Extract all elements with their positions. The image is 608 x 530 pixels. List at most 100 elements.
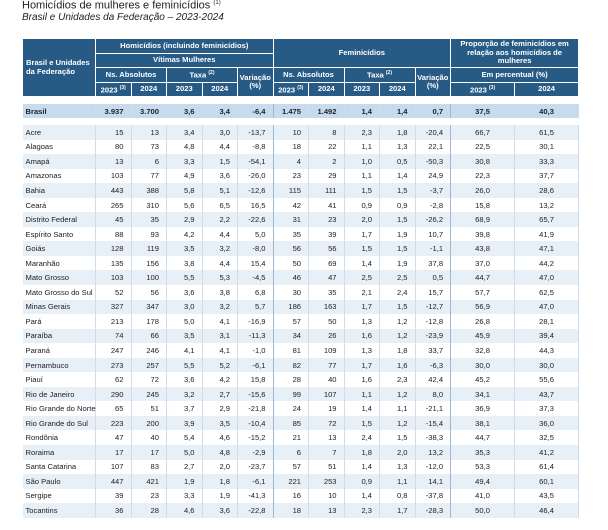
- cell: -38,3: [415, 430, 452, 446]
- table-row: Amazonas 103 77 4,9 3,6 -26,0 23 29 1,1 1,4 24,9 22…: [22, 168, 580, 184]
- cell: -23,9: [415, 328, 452, 344]
- cell: 17: [131, 445, 167, 460]
- cell: 30,0: [450, 357, 516, 373]
- header-text: Ns. Absolutos: [283, 69, 334, 79]
- cell: 18: [273, 503, 310, 518]
- table-row: Goiás 128 119 3,5 3,2 -8,0 56 56 1,5 1,5 -1,1 43,8 4…: [22, 241, 580, 256]
- cell: 33,7: [415, 343, 452, 358]
- row-label: Rio de Janeiro: [22, 386, 96, 402]
- header-cell: 2023: [166, 81, 203, 97]
- cell: 35: [273, 226, 310, 242]
- header-cell: 2024: [379, 81, 416, 97]
- cell: 5,0: [237, 226, 274, 242]
- cell: -11,3: [237, 328, 274, 344]
- header-text: Ns. Absolutos: [105, 69, 157, 79]
- cell: -8,8: [237, 139, 274, 155]
- cell: 51: [131, 401, 167, 416]
- header-cell: Variação (%): [414, 67, 452, 97]
- table-row: Sergipe 39 23 3,3 1,9 -41,3 16 10 1,4 0,8 -37,8 41,…: [22, 488, 580, 504]
- cell: 14,1: [415, 474, 452, 489]
- cell: 35: [131, 212, 167, 227]
- cell: 77: [308, 357, 345, 373]
- cell: 1,1: [379, 401, 416, 416]
- cell: 1,3: [379, 459, 416, 475]
- cell: 1,8: [202, 474, 238, 489]
- cell: 52: [95, 285, 132, 300]
- cell: 53,3: [450, 459, 516, 475]
- cell: 30: [273, 285, 310, 300]
- cell: 5,1: [202, 183, 238, 198]
- row-label: Alagoas: [22, 139, 96, 155]
- cell: 5,4: [166, 430, 203, 446]
- cell: 47: [95, 430, 132, 446]
- cell: -41,3: [237, 488, 274, 504]
- cell: 1,7: [344, 299, 381, 315]
- cell: 273: [95, 357, 132, 373]
- cell: 3,8: [202, 285, 238, 300]
- cell: 18: [273, 139, 310, 155]
- header-note: (3): [119, 84, 126, 91]
- cell: 34,1: [450, 386, 516, 402]
- cell: 178: [131, 314, 167, 329]
- header-cell: Feminicídios: [272, 38, 452, 68]
- cell: 421: [131, 474, 167, 489]
- header-text: 2024: [317, 84, 335, 93]
- cell: 109: [308, 343, 345, 358]
- cell: 66: [131, 328, 167, 344]
- cell: -2,8: [415, 197, 452, 213]
- cell: 3,6: [202, 503, 238, 518]
- cell: 36,9: [450, 401, 516, 416]
- cell: 1,3: [344, 314, 381, 329]
- cell: 1,4: [344, 104, 381, 118]
- cell: 80: [95, 139, 132, 155]
- table-row: Piauí 62 72 3,6 4,2 15,8 28 40 1,6 2,3 42,4 45,2 55,…: [22, 372, 580, 387]
- cell: 1,4: [344, 459, 381, 475]
- cell: 327: [95, 299, 132, 315]
- cell: -12,6: [237, 183, 274, 198]
- cell: 3,1: [202, 328, 238, 344]
- cell: 23: [131, 488, 167, 504]
- cell: 213: [95, 314, 132, 329]
- cell: 4,6: [202, 430, 238, 446]
- cell: 37,3: [514, 401, 580, 416]
- cell: 56: [131, 285, 167, 300]
- cell: 1,4: [379, 104, 416, 118]
- title-note: (1): [213, 0, 221, 6]
- header-note: (2): [385, 70, 393, 77]
- cell: 19: [308, 401, 345, 416]
- cell: 2,0: [202, 459, 238, 475]
- cell: 32,5: [514, 430, 580, 446]
- cell: 3,3: [166, 488, 203, 504]
- cell: 1,3: [344, 343, 381, 358]
- cell: 44,2: [514, 255, 580, 271]
- cell: 66,7: [450, 125, 516, 140]
- cell: 1,9: [379, 226, 416, 242]
- header-cell: 2024: [201, 81, 238, 97]
- cell: 23: [308, 212, 345, 227]
- cell: 28,1: [514, 314, 580, 329]
- header-text: Taxa: [189, 70, 207, 80]
- cell: 1,7: [379, 503, 416, 518]
- cell: -21,8: [237, 401, 274, 416]
- cell: 93: [131, 226, 167, 242]
- cell: 15: [95, 125, 132, 140]
- cell: 4,1: [202, 314, 238, 329]
- cell: 38,1: [450, 415, 516, 431]
- row-label: Amapá: [22, 154, 96, 169]
- cell: 2,3: [344, 125, 381, 140]
- cell: 1,4: [379, 168, 416, 184]
- cell: 30,8: [450, 154, 516, 169]
- row-label: Distrito Federal: [22, 212, 96, 227]
- header-text: Variação (%): [239, 72, 271, 90]
- cell: 1,0: [344, 154, 381, 169]
- cell: 39,8: [450, 226, 516, 242]
- cell: 6: [131, 154, 167, 169]
- cell: 2,0: [379, 445, 416, 460]
- cell: 186: [273, 299, 310, 315]
- table-row: Maranhão 135 156 3,8 4,4 15,4 50 69 1,4 1,9 37,8 37…: [22, 255, 580, 271]
- cell: 83: [131, 459, 167, 475]
- cell: 40: [308, 372, 345, 387]
- cell: 13: [131, 125, 167, 140]
- cell: 45,2: [450, 372, 516, 387]
